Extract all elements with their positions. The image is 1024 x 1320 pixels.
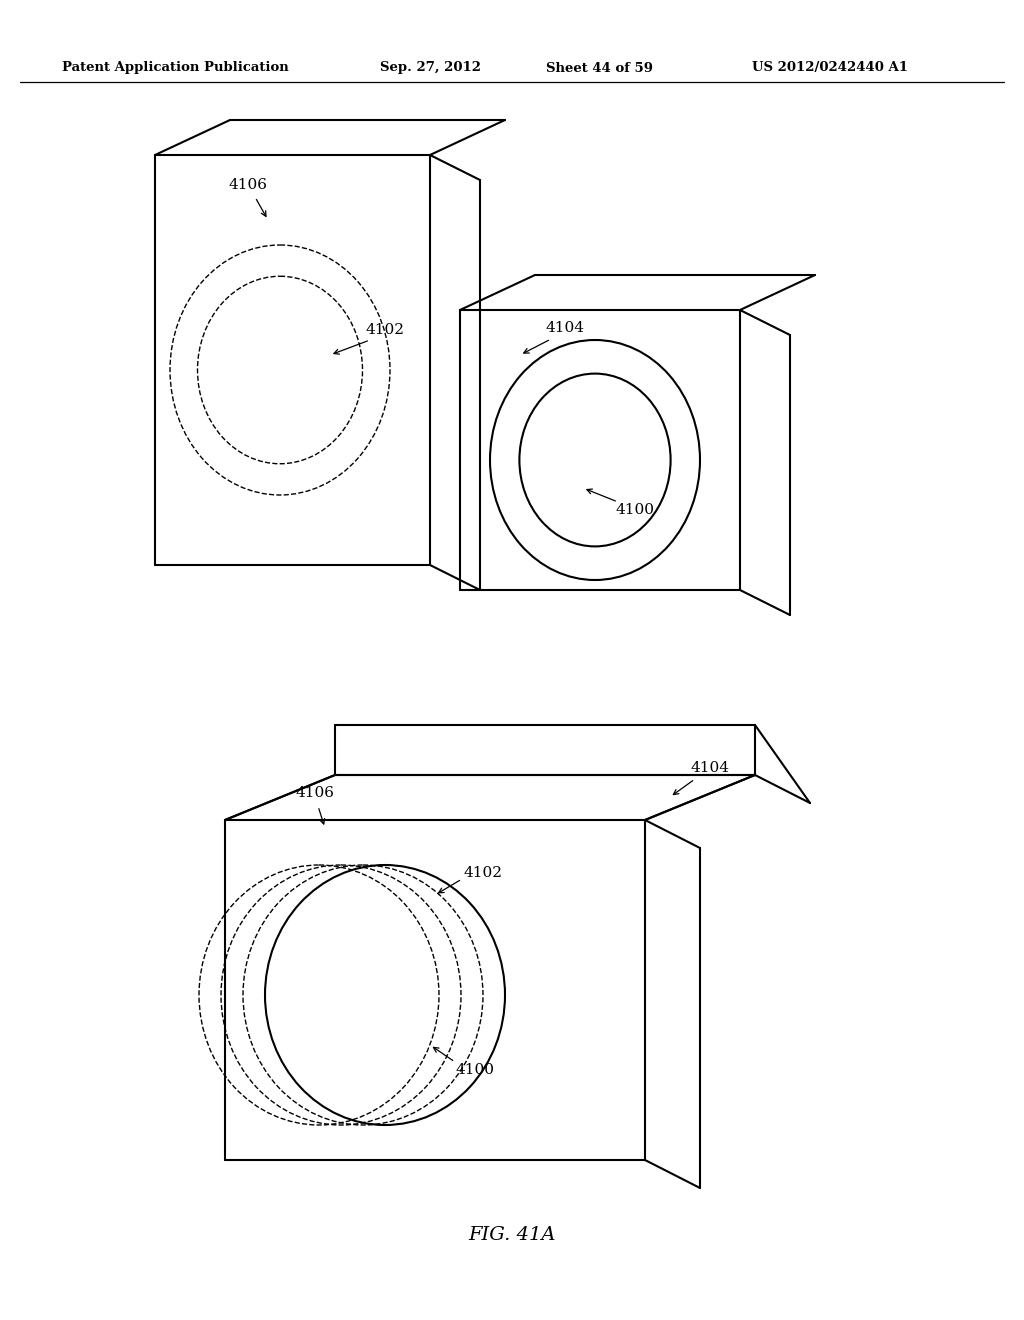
Text: US 2012/0242440 A1: US 2012/0242440 A1 [752, 62, 908, 74]
Text: 4106: 4106 [296, 785, 335, 800]
Text: 4104: 4104 [690, 762, 729, 775]
Text: 4104: 4104 [546, 321, 585, 335]
Text: Sheet 44 of 59: Sheet 44 of 59 [547, 62, 653, 74]
Text: 4100: 4100 [615, 503, 654, 517]
Text: Sep. 27, 2012: Sep. 27, 2012 [380, 62, 480, 74]
Text: 4102: 4102 [464, 866, 503, 880]
Text: Patent Application Publication: Patent Application Publication [61, 62, 289, 74]
Text: 4102: 4102 [366, 323, 404, 337]
Text: 4106: 4106 [228, 178, 267, 191]
Text: 4100: 4100 [456, 1063, 495, 1077]
Text: FIG. 41A: FIG. 41A [468, 1226, 556, 1243]
